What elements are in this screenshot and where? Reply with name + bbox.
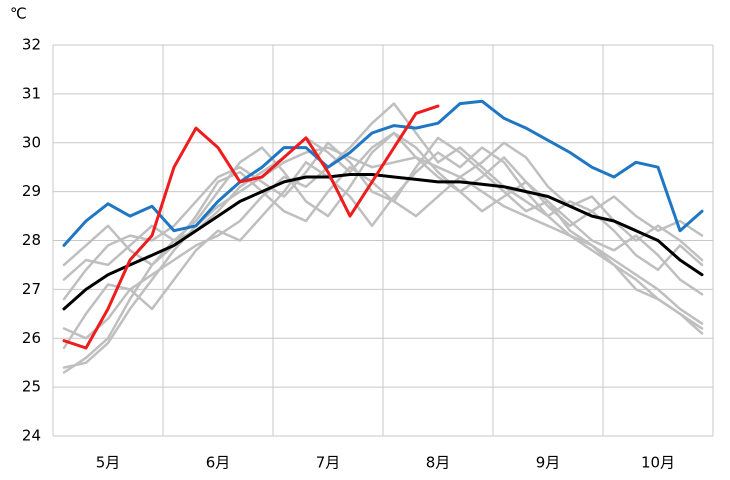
series-line	[62, 104, 440, 350]
x-tick-label: 5月	[96, 454, 121, 472]
y-tick-label: 26	[22, 329, 41, 347]
y-tick-label: 29	[22, 182, 41, 200]
x-tick-label: 7月	[316, 454, 341, 472]
x-tick-label: 8月	[426, 454, 451, 472]
y-tick-label: 24	[22, 427, 41, 445]
x-tick-label: 10月	[641, 454, 675, 472]
y-tick-label: 31	[22, 84, 41, 102]
series-line	[62, 131, 704, 281]
series-line	[62, 102, 704, 340]
y-tick-label: 28	[22, 231, 41, 249]
y-axis-unit: ℃	[10, 5, 27, 23]
series-line	[62, 131, 704, 374]
y-tick-label: 30	[22, 133, 41, 151]
series-line	[62, 173, 704, 311]
series-line	[62, 99, 704, 247]
series-line	[62, 146, 704, 350]
x-tick-label: 9月	[536, 454, 561, 472]
y-tick-label: 25	[22, 378, 41, 396]
x-tick-label: 6月	[206, 454, 231, 472]
y-tick-label: 27	[22, 280, 41, 298]
y-tick-label: 32	[22, 36, 41, 54]
